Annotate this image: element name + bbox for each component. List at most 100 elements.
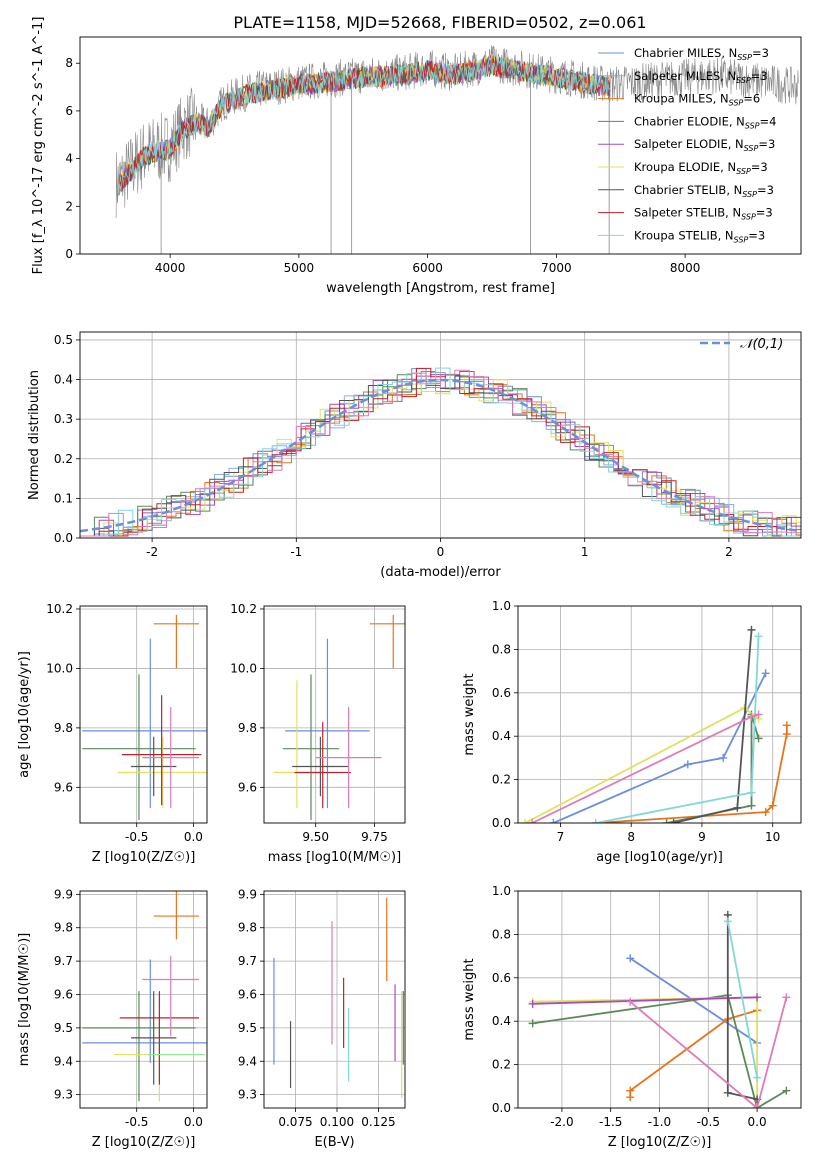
axes-frame [79,890,208,1109]
plot-area [521,625,791,823]
y-tick-label: 0.4 [492,729,511,743]
error-point-kroupa_elodie [117,736,207,809]
weight-series-pink [528,710,763,823]
weight-series-kroupa_stelib [591,632,763,823]
y-tick-label: 9.7 [238,954,257,968]
y-tick-label: 0.3 [54,412,73,426]
plot-area [82,614,207,821]
y-tick-label: 9.7 [54,954,73,968]
panel-age_vs_mass: 9.50 9.75 9.6 9.8 10.0 10.2 mass [log10(M/M☉)] [230,602,406,865]
x-axis-label: Z [log10(Z/Z☉)] [608,1135,712,1150]
residual-histogram-kroupa_elodie [89,374,801,537]
error-point-chabrier_stelib [292,736,349,797]
weight-marker [591,819,600,823]
x-axis-label: Z [log10(Z/Z☉)] [92,1135,196,1150]
error-point-kroupa_miles [153,614,200,669]
panel-age_vs_Z: -0.5 0.0 9.6 9.8 10.0 10.2 Z [log10(Z/Z☉)] age … [17,602,208,865]
weight-marker [753,993,762,1002]
weight-marker [768,801,777,810]
weight-marker [528,999,537,1008]
x-tick-label: 0.125 [361,1115,395,1129]
x-tick-label: 9.75 [361,830,388,844]
error-point-salpeter_stelib [121,695,202,806]
error-point-pink [142,707,200,809]
x-tick-label: 7000 [541,261,572,275]
y-tick-label: 0.6 [492,971,511,985]
weight-series-kroupa_elodie [528,993,762,1108]
x-tick-label: 5000 [284,261,315,275]
weight-marker [549,819,558,823]
weight-marker [669,819,678,823]
weight-marker [626,954,635,963]
weight-marker [753,1073,762,1082]
weight-marker [528,819,537,823]
weight-line [531,713,759,823]
error-point-kroupa_miles [369,614,405,669]
y-axis-label: age [log10(age/yr)] [17,651,32,778]
weight-marker [747,788,756,797]
axes-frame [517,605,802,824]
x-tick-label: 0.075 [278,1115,312,1129]
x-axis-label: age [log10(age/yr)] [596,850,723,865]
legend-entry: Salpeter STELIB, NSSP=3 [634,206,773,222]
panel-weight_vs_Z: -2.0 -1.5 -1.0 -0.5 0.0 0.0 0.2 0.4 0.6 0.8 1.0 Z [… [462,884,802,1150]
weight-marker [753,1104,762,1108]
axes-frame [79,605,208,824]
weight-marker [723,1088,732,1097]
legend-entry: Kroupa STELIB, NSSP=3 [634,228,765,244]
y-tick-label: 1.0 [492,599,511,613]
plot-area [80,367,801,537]
weight-marker [662,819,671,823]
y-tick-label: 9.5 [238,1021,257,1035]
weight-marker [747,625,756,634]
x-tick-label: 0.0 [184,1115,203,1129]
weight-marker [754,734,763,743]
normal-reference-curve [80,378,801,533]
y-tick-label: 0 [65,247,73,261]
weight-series-kroupa_miles [591,721,791,823]
x-tick-label: -0.5 [697,1115,720,1129]
y-tick-label: 9.5 [54,1021,73,1035]
y-tick-label: 0.4 [492,1014,511,1028]
y-tick-label: 9.9 [238,887,257,901]
weight-marker [719,753,728,762]
y-tick-label: 0.2 [54,452,73,466]
error-point-chabrier_miles [82,638,207,809]
y-tick-label: 9.6 [238,780,257,794]
y-tick-label: 9.8 [238,721,257,735]
y-tick-label: 9.9 [54,887,73,901]
error-point-chabrier_miles [285,638,370,809]
y-tick-label: 0.0 [492,816,511,830]
y-tick-label: 9.4 [54,1054,73,1068]
weight-marker [747,712,756,721]
legend-entry: 𝒩(0,1) [740,337,783,352]
x-tick-label: 2 [725,545,733,559]
legend-entry: Kroupa ELODIE, NSSP=3 [634,160,768,176]
y-tick-label: 0.0 [54,531,73,545]
legend-entry: Chabrier STELIB, NSSP=3 [634,183,774,199]
x-tick-label: -2 [146,545,158,559]
weight-line [532,994,787,1108]
y-tick-label: 4 [65,152,73,166]
residual-histogram-salpeter_miles [84,372,801,537]
y-tick-label: 10.2 [46,602,73,616]
error-point-chabrier_miles [82,959,207,1063]
y-axis-label: Flux [f_λ 10^-17 erg cm^-2 s^-1 A^-1] [31,17,46,275]
panels: 4000 5000 6000 7000 8000 0 2 4 6 8 wavelength [Ang… [17,17,802,1150]
y-tick-label: 0.2 [492,773,511,787]
y-tick-label: 0.5 [54,333,73,347]
y-tick-label: 0.8 [492,927,511,941]
figure-title: PLATE=1158, MJD=52668, FIBERID=0502, z=0… [233,13,646,32]
x-tick-label: 8000 [670,261,701,275]
error-point-chabrier_elodie [82,991,196,1102]
y-axis-label: mass weight [462,958,477,1040]
x-tick-label: 8 [627,830,635,844]
axes-frame [79,36,802,255]
weight-marker [782,993,791,1002]
x-axis-label: (data-model)/error [380,565,501,580]
weight-marker [782,1086,791,1095]
weight-series-chabrier_stelib [723,910,762,1104]
y-tick-label: 9.6 [54,987,73,1001]
y-tick-label: 0.6 [492,686,511,700]
